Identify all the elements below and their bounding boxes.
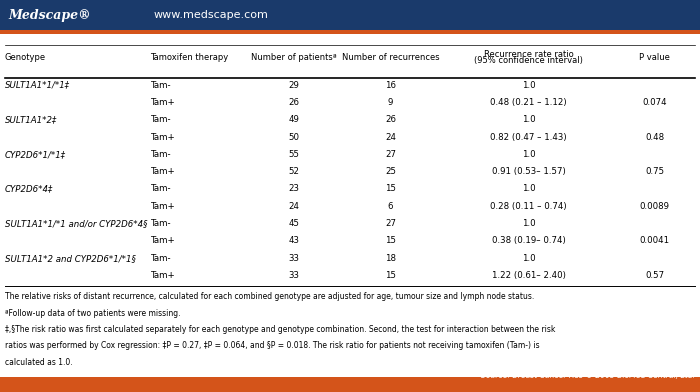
Text: 1.22 (0.61– 2.40): 1.22 (0.61– 2.40) [491, 271, 566, 280]
Text: 6: 6 [388, 202, 393, 211]
Text: ratios was performed by Cox regression: ‡P = 0.27, ‡P = 0.064, and §P = 0.018. T: ratios was performed by Cox regression: … [5, 341, 540, 350]
Text: 50: 50 [288, 132, 300, 142]
Text: 26: 26 [385, 115, 396, 124]
Text: 1.0: 1.0 [522, 185, 536, 194]
Text: 0.28 (0.11 – 0.74): 0.28 (0.11 – 0.74) [490, 202, 567, 211]
Text: 0.074: 0.074 [642, 98, 667, 107]
Text: Tam-: Tam- [150, 150, 171, 159]
Text: 0.75: 0.75 [645, 167, 664, 176]
Text: 43: 43 [288, 236, 300, 245]
Text: 0.48: 0.48 [645, 132, 664, 142]
Text: 24: 24 [288, 202, 300, 211]
Text: 29: 29 [288, 81, 300, 90]
Text: 49: 49 [288, 115, 300, 124]
Text: 16: 16 [385, 81, 396, 90]
Text: Tam-: Tam- [150, 185, 171, 194]
Bar [0, 377, 700, 392]
Text: Tamoxifen therapy: Tamoxifen therapy [150, 53, 229, 62]
Text: 33: 33 [288, 271, 300, 280]
Text: (95% confidence interval): (95% confidence interval) [474, 56, 583, 65]
Text: SULT1A1*2 and CYP2D6*1/*1§: SULT1A1*2 and CYP2D6*1/*1§ [5, 254, 136, 263]
Text: 1.0: 1.0 [522, 254, 536, 263]
Text: 15: 15 [385, 236, 396, 245]
Text: 0.48 (0.21 – 1.12): 0.48 (0.21 – 1.12) [490, 98, 567, 107]
Text: Tam+: Tam+ [150, 236, 175, 245]
Text: 52: 52 [288, 167, 300, 176]
Text: 55: 55 [288, 150, 300, 159]
Text: 27: 27 [385, 150, 396, 159]
Text: 0.0041: 0.0041 [639, 236, 670, 245]
Text: 18: 18 [385, 254, 396, 263]
Text: ‡,§The risk ratio was first calculated separately for each genotype and genotype: ‡,§The risk ratio was first calculated s… [5, 325, 555, 334]
Text: Tam+: Tam+ [150, 271, 175, 280]
Text: 27: 27 [385, 219, 396, 228]
Text: 0.38 (0.19– 0.74): 0.38 (0.19– 0.74) [491, 236, 566, 245]
Text: 0.82 (0.47 – 1.43): 0.82 (0.47 – 1.43) [490, 132, 567, 142]
Text: Tam+: Tam+ [150, 167, 175, 176]
Text: 1.0: 1.0 [522, 81, 536, 90]
Text: 24: 24 [385, 132, 396, 142]
Text: 0.57: 0.57 [645, 271, 664, 280]
Text: CYP2D6*1/*1‡: CYP2D6*1/*1‡ [5, 150, 66, 159]
Text: ªFollow-up data of two patients were missing.: ªFollow-up data of two patients were mis… [5, 309, 181, 318]
Text: CYP2D6*4‡: CYP2D6*4‡ [5, 185, 53, 194]
Text: 25: 25 [385, 167, 396, 176]
Text: 15: 15 [385, 271, 396, 280]
Text: calculated as 1.0.: calculated as 1.0. [5, 358, 73, 367]
Text: 23: 23 [288, 185, 300, 194]
Text: The relative risks of distant recurrence, calculated for each combined genotype : The relative risks of distant recurrence… [5, 292, 534, 301]
Text: Tam+: Tam+ [150, 98, 175, 107]
Text: Tam-: Tam- [150, 81, 171, 90]
Text: Tam-: Tam- [150, 115, 171, 124]
Text: Source: Breast Cancer Res © 2005 BioMed Central, Ltd.: Source: Breast Cancer Res © 2005 BioMed … [481, 372, 695, 380]
Text: SULT1A1*1/*1‡: SULT1A1*1/*1‡ [5, 81, 70, 90]
Text: Medscape®: Medscape® [8, 9, 91, 22]
Text: 26: 26 [288, 98, 300, 107]
Text: Tam+: Tam+ [150, 202, 175, 211]
Text: 1.0: 1.0 [522, 115, 536, 124]
Text: Genotype: Genotype [5, 53, 46, 62]
Text: 1.0: 1.0 [522, 150, 536, 159]
Text: Tam-: Tam- [150, 219, 171, 228]
Text: 9: 9 [388, 98, 393, 107]
Text: SULT1A1*2‡: SULT1A1*2‡ [5, 115, 57, 124]
Text: 33: 33 [288, 254, 300, 263]
Text: Number of recurrences: Number of recurrences [342, 53, 440, 62]
Text: Recurrence rate ratio: Recurrence rate ratio [484, 50, 573, 59]
Text: 0.91 (0.53– 1.57): 0.91 (0.53– 1.57) [491, 167, 566, 176]
Text: 45: 45 [288, 219, 300, 228]
Bar [0, 0, 700, 30]
Text: 0.0089: 0.0089 [640, 202, 669, 211]
Text: www.medscape.com: www.medscape.com [154, 10, 269, 20]
Text: 15: 15 [385, 185, 396, 194]
Text: Number of patientsª: Number of patientsª [251, 53, 337, 62]
Text: SULT1A1*1/*1 and/or CYP2D6*4§: SULT1A1*1/*1 and/or CYP2D6*4§ [5, 219, 148, 228]
Bar [0, 30, 700, 34]
Text: P value: P value [639, 53, 670, 62]
Text: Tam+: Tam+ [150, 132, 175, 142]
Text: 1.0: 1.0 [522, 219, 536, 228]
Text: Tam-: Tam- [150, 254, 171, 263]
